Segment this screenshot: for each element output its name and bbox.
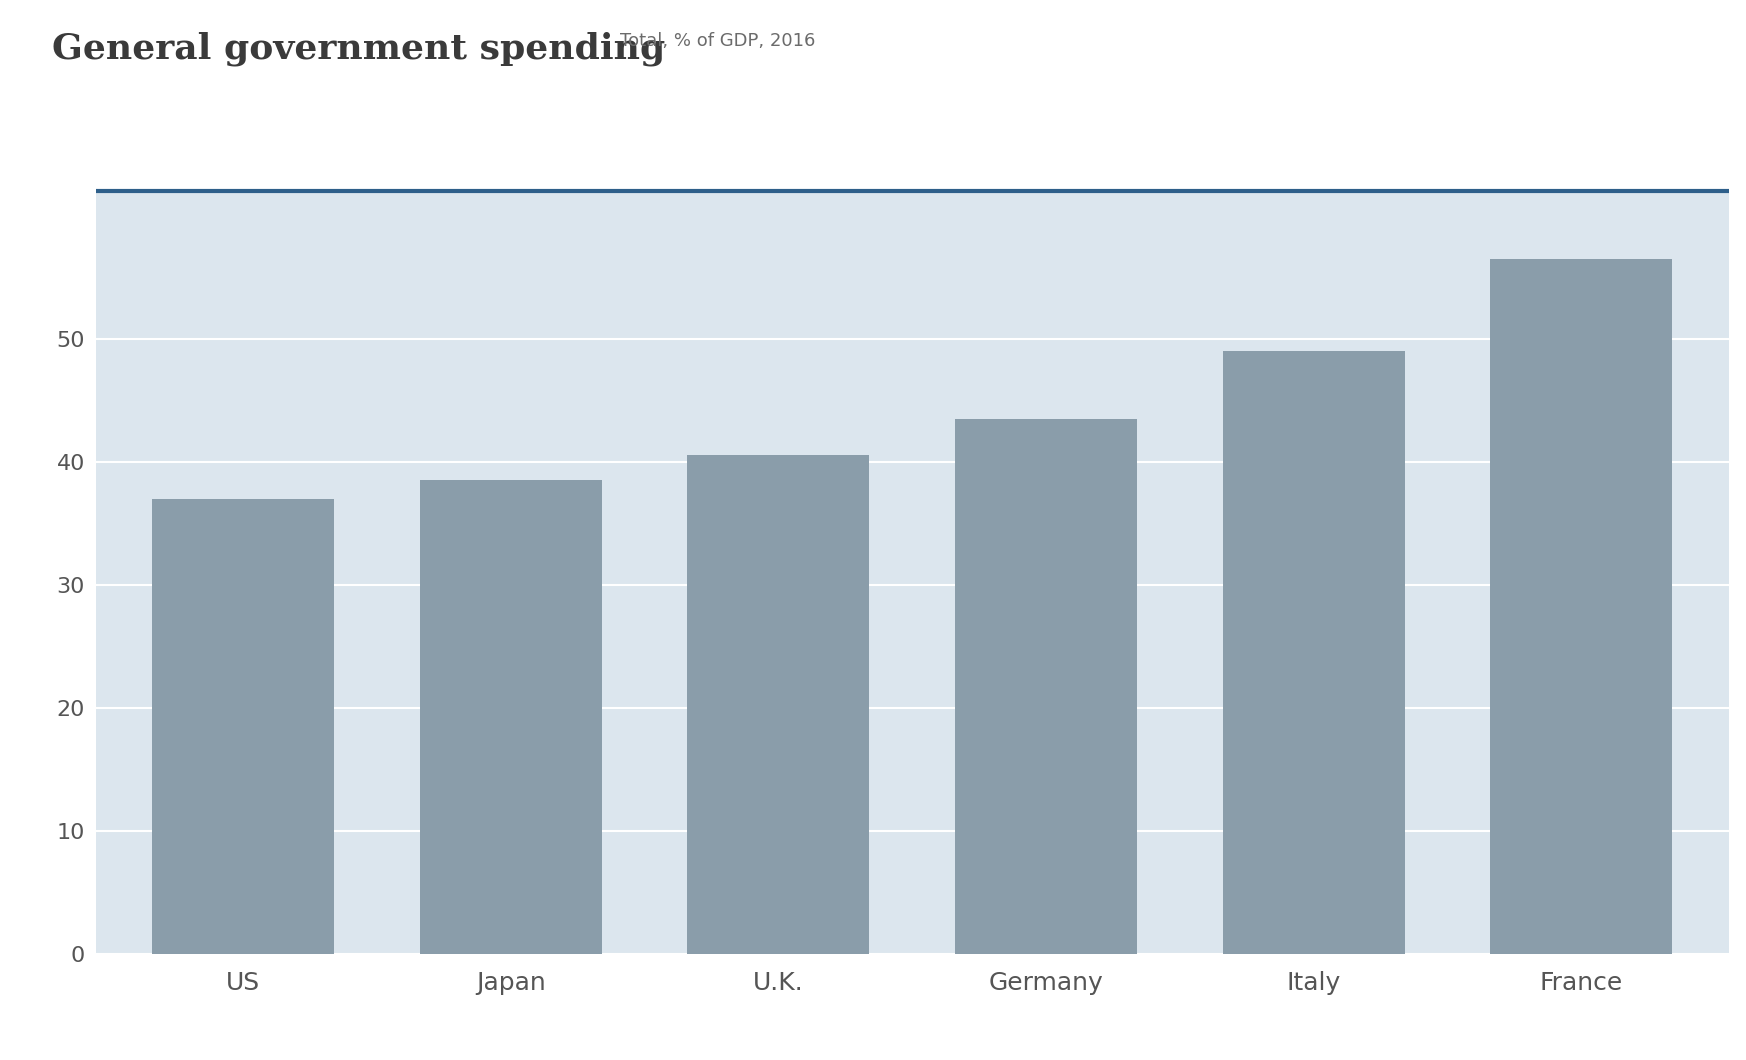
Bar [1222, 351, 1406, 954]
Text: General government spending: General government spending [52, 32, 665, 67]
Bar [1491, 259, 1673, 954]
Bar [688, 456, 870, 954]
Bar [419, 480, 602, 954]
Text: Total, % of GDP, 2016: Total, % of GDP, 2016 [620, 32, 815, 50]
Bar [955, 419, 1137, 954]
Bar [152, 498, 333, 954]
